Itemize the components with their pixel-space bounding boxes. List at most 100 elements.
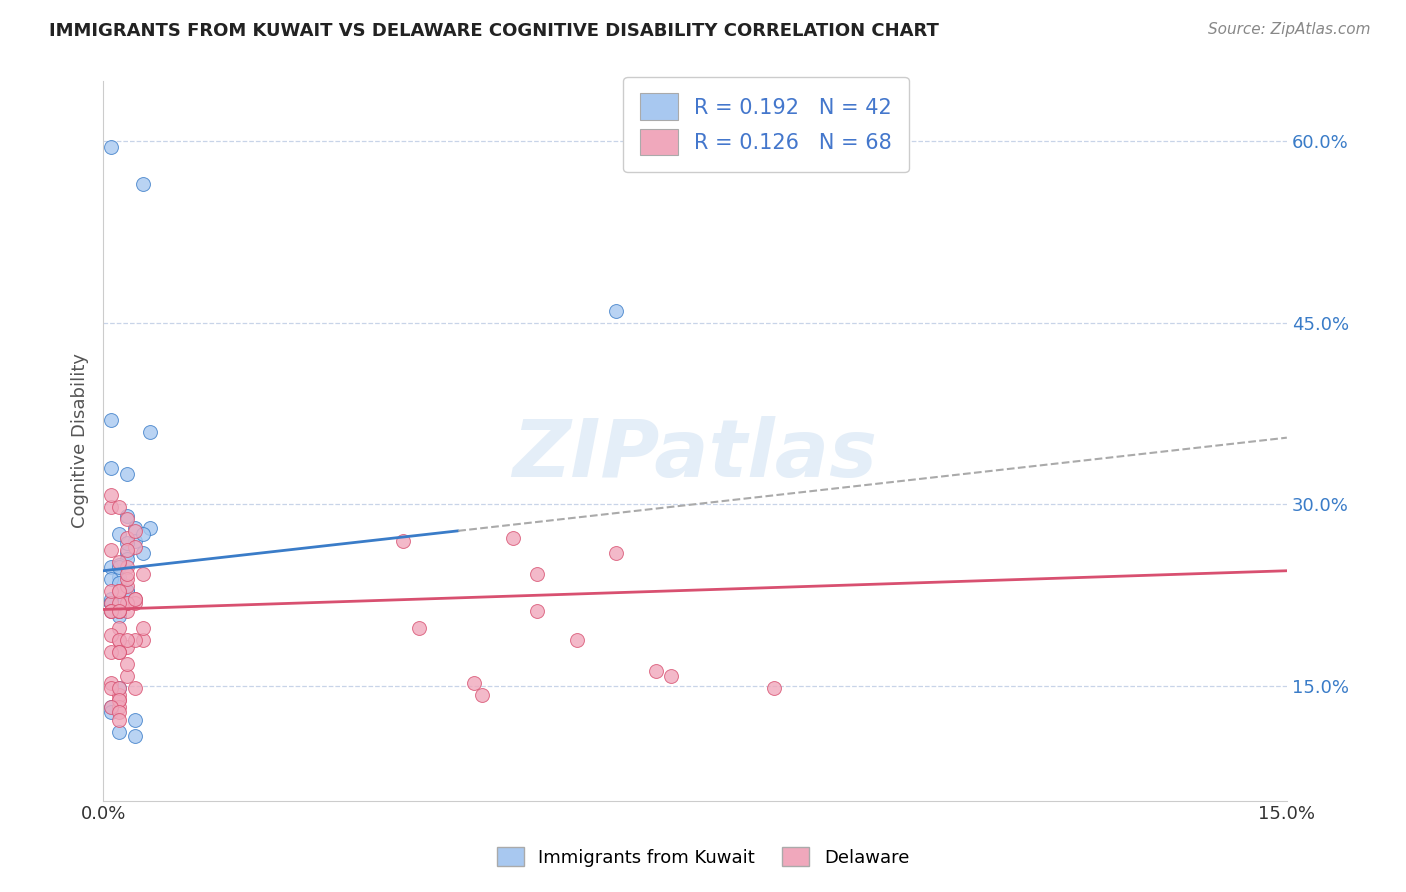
Point — [115, 551, 138, 566]
Point — [108, 596, 131, 610]
Point — [108, 500, 131, 514]
Point — [124, 591, 146, 606]
Legend: R = 0.192   N = 42, R = 0.126   N = 68: R = 0.192 N = 42, R = 0.126 N = 68 — [623, 77, 908, 172]
Point — [131, 546, 153, 560]
Point — [565, 632, 588, 647]
Text: IMMIGRANTS FROM KUWAIT VS DELAWARE COGNITIVE DISABILITY CORRELATION CHART: IMMIGRANTS FROM KUWAIT VS DELAWARE COGNI… — [49, 22, 939, 40]
Point — [392, 533, 415, 548]
Point — [100, 700, 122, 714]
Point — [115, 531, 138, 545]
Point — [108, 591, 131, 606]
Point — [108, 584, 131, 599]
Point — [131, 567, 153, 582]
Point — [463, 676, 485, 690]
Point — [100, 543, 122, 558]
Point — [108, 584, 131, 599]
Point — [100, 596, 122, 610]
Point — [605, 546, 627, 560]
Point — [108, 706, 131, 720]
Point — [100, 596, 122, 610]
Point — [659, 669, 682, 683]
Point — [124, 713, 146, 727]
Point — [108, 632, 131, 647]
Point — [115, 543, 138, 558]
Point — [526, 567, 548, 582]
Point — [115, 467, 138, 481]
Point — [124, 521, 146, 535]
Text: Source: ZipAtlas.com: Source: ZipAtlas.com — [1208, 22, 1371, 37]
Point — [108, 604, 131, 618]
Point — [115, 512, 138, 526]
Point — [124, 591, 146, 606]
Point — [115, 567, 138, 582]
Point — [108, 584, 131, 599]
Point — [108, 604, 131, 618]
Point — [108, 558, 131, 572]
Point — [108, 689, 131, 703]
Point — [115, 632, 138, 647]
Point — [124, 533, 146, 548]
Point — [139, 425, 162, 439]
Point — [115, 579, 138, 593]
Point — [115, 546, 138, 560]
Point — [108, 570, 131, 584]
Point — [124, 540, 146, 554]
Point — [108, 604, 131, 618]
Point — [115, 640, 138, 654]
Point — [131, 632, 153, 647]
Point — [526, 604, 548, 618]
Text: ZIPatlas: ZIPatlas — [512, 416, 877, 494]
Point — [124, 681, 146, 695]
Point — [762, 681, 785, 695]
Point — [115, 584, 138, 599]
Point — [131, 621, 153, 635]
Point — [108, 560, 131, 574]
Point — [108, 713, 131, 727]
Point — [100, 412, 122, 426]
Point — [108, 621, 131, 635]
Point — [108, 608, 131, 623]
Point — [605, 303, 627, 318]
Point — [131, 527, 153, 541]
Point — [100, 676, 122, 690]
Point — [108, 645, 131, 659]
Point — [115, 657, 138, 671]
Point — [115, 669, 138, 683]
Point — [100, 645, 122, 659]
Point — [502, 531, 524, 545]
Point — [108, 681, 131, 695]
Point — [100, 572, 122, 586]
Point — [471, 689, 494, 703]
Y-axis label: Cognitive Disability: Cognitive Disability — [72, 353, 89, 528]
Point — [108, 632, 131, 647]
Point — [139, 521, 162, 535]
Point — [108, 724, 131, 739]
Point — [100, 487, 122, 501]
Point — [108, 681, 131, 695]
Point — [108, 693, 131, 707]
Point — [100, 700, 122, 714]
Point — [100, 584, 122, 599]
Point — [100, 140, 122, 154]
Point — [408, 621, 430, 635]
Point — [115, 509, 138, 524]
Point — [100, 591, 122, 606]
Point — [124, 524, 146, 538]
Point — [115, 536, 138, 550]
Point — [124, 596, 146, 610]
Point — [108, 555, 131, 569]
Point — [108, 645, 131, 659]
Point — [115, 604, 138, 618]
Point — [100, 628, 122, 642]
Point — [644, 664, 666, 678]
Point — [100, 604, 122, 618]
Point — [100, 604, 122, 618]
Point — [100, 604, 122, 618]
Point — [108, 604, 131, 618]
Point — [115, 596, 138, 610]
Point — [131, 177, 153, 191]
Point — [115, 596, 138, 610]
Point — [100, 706, 122, 720]
Point — [100, 596, 122, 610]
Point — [124, 730, 146, 744]
